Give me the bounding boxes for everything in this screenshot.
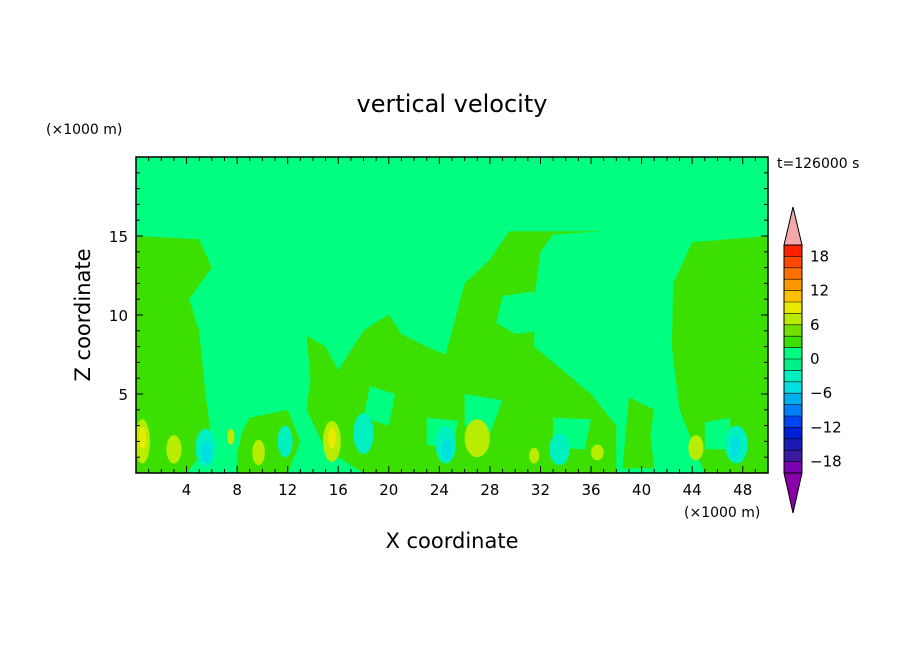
x-tick-label: 24 — [430, 481, 449, 499]
colorbar-label: −6 — [810, 384, 832, 402]
contour-cell-2 — [166, 435, 182, 464]
colorbar-swatch — [784, 347, 802, 359]
x-tick-label: 20 — [379, 481, 398, 499]
contour-region-1 — [671, 236, 768, 473]
x-tick-label: 16 — [329, 481, 348, 499]
colorbar-swatch — [784, 393, 802, 405]
contour-cell-19 — [730, 436, 741, 459]
x-tick-label: 36 — [581, 481, 600, 499]
x-axis: 4 8 12 16 20 24 28 32 36 40 44 48 — [148, 157, 756, 499]
contour-cell-8 — [529, 447, 540, 464]
contour-cell-17 — [549, 433, 570, 466]
time-label: t=126000 s — [777, 156, 859, 172]
colorbar-swatch — [784, 370, 802, 382]
contour-cell-16 — [441, 438, 452, 461]
contour-region-11 — [704, 417, 731, 450]
contour-cell-14 — [353, 412, 374, 455]
colorbar-swatch — [784, 290, 802, 302]
chart-title: vertical velocity — [357, 90, 548, 118]
colorbar-label: −18 — [810, 453, 842, 471]
colorbar-label: 18 — [810, 247, 829, 265]
contour-cell-6 — [328, 427, 336, 450]
colorbar-swatch — [784, 336, 802, 348]
x-unit-label: (×1000 m) — [684, 505, 760, 521]
colorbar-label: 0 — [810, 350, 820, 368]
colorbar-extend-high — [783, 206, 803, 246]
x-tick-label: 8 — [232, 481, 242, 499]
colorbar-swatch — [784, 427, 802, 439]
colorbar-label: −12 — [810, 418, 842, 436]
y-axis: 5 10 15 — [109, 172, 768, 458]
y-tick-label: 10 — [109, 307, 128, 325]
y-unit-label: (×1000 m) — [46, 122, 122, 138]
plot-area — [135, 156, 769, 474]
colorbar-swatch — [784, 404, 802, 416]
colorbar-swatch — [784, 245, 802, 257]
colorbar-swatch — [784, 381, 802, 394]
colorbar-extend-low — [783, 472, 803, 514]
colorbar-swatch — [784, 461, 802, 473]
colorbar-swatch — [784, 359, 802, 371]
contour-cell-10 — [688, 435, 704, 461]
colorbar-swatch — [784, 279, 802, 291]
x-axis-label: X coordinate — [385, 529, 518, 553]
colorbar-swatch — [784, 313, 802, 325]
contour-cell-9 — [591, 444, 604, 461]
y-axis-label: Z coordinate — [71, 248, 95, 381]
contour-region-6 — [363, 386, 396, 426]
contour-region-4 — [622, 397, 655, 469]
x-tick-label: 48 — [733, 481, 752, 499]
colorbar-label: 6 — [810, 316, 820, 334]
colorbar-swatch — [784, 438, 802, 451]
x-tick-label: 12 — [278, 481, 297, 499]
contour-cell-4 — [252, 439, 265, 466]
x-tick-label: 28 — [480, 481, 499, 499]
colorbar: 18 12 6 0 −6 −12 −18 — [783, 206, 842, 514]
colorbar-swatch — [784, 416, 802, 428]
contour-cell-3 — [227, 428, 235, 445]
contour-cell-1 — [138, 427, 147, 450]
y-tick-label: 15 — [109, 228, 128, 246]
contour-region-5 — [496, 291, 541, 334]
colorbar-swatch — [784, 267, 802, 280]
x-tick-label: 40 — [632, 481, 651, 499]
colorbar-swatch — [784, 302, 802, 314]
x-tick-label: 4 — [182, 481, 192, 499]
colorbar-swatch — [784, 256, 802, 268]
contour-cell-13 — [277, 425, 293, 458]
contour-cell-7 — [464, 419, 490, 458]
colorbar-swatch — [784, 324, 802, 337]
x-tick-label: 44 — [683, 481, 702, 499]
contour-region-0 — [136, 236, 212, 473]
contour-cell-12 — [201, 441, 212, 464]
x-tick-label: 32 — [531, 481, 550, 499]
colorbar-label: 12 — [810, 282, 829, 300]
colorbar-swatch — [784, 450, 802, 462]
y-tick-label: 5 — [118, 386, 128, 404]
